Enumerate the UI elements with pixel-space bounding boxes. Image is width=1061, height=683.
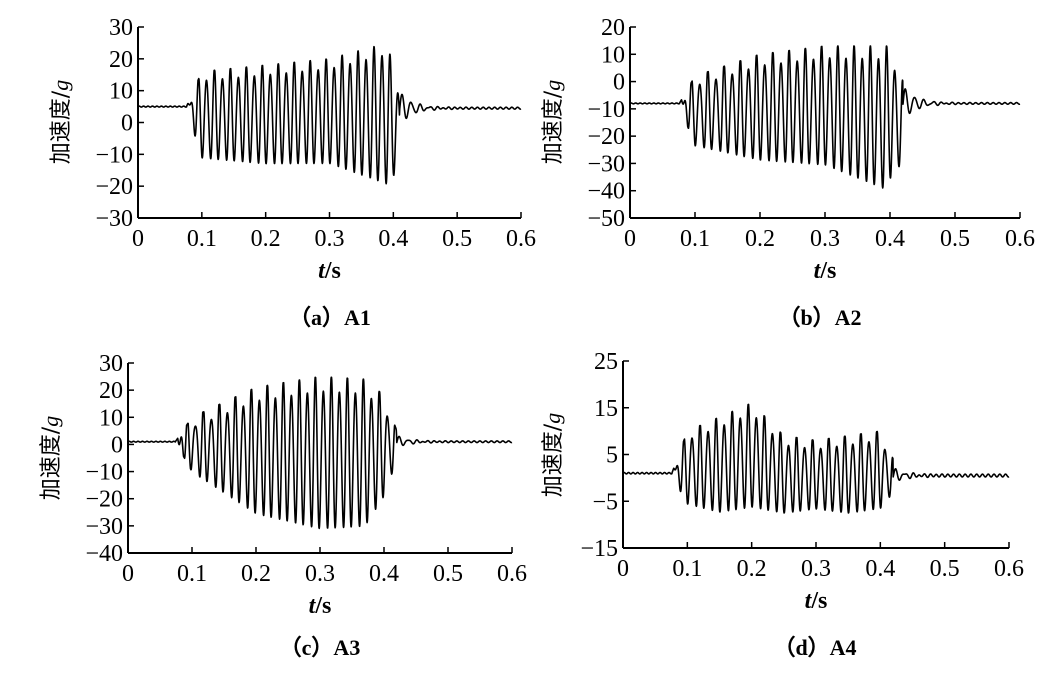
x-tick-label: 0.1: [177, 561, 207, 587]
y-axis-label: 加速度/g: [48, 80, 74, 164]
x-tick-label: 0: [617, 556, 629, 582]
y-axis-label: 加速度/g: [540, 413, 566, 497]
x-tick-label: 0: [624, 226, 636, 252]
y-tick-label: −15: [580, 536, 618, 562]
x-tick-label: 0.4: [865, 556, 895, 582]
y-tick-label: −5: [592, 489, 618, 515]
y-axis-label-main: 加速度/: [541, 423, 566, 497]
y-axis-label: 加速度/g: [38, 416, 64, 500]
y-tick-label: 5: [606, 443, 618, 469]
x-tick-label: 0.5: [940, 226, 970, 252]
y-tick-label: −20: [85, 487, 123, 513]
x-tick-label: 0.4: [875, 226, 905, 252]
y-tick-label: −10: [587, 97, 625, 123]
y-tick-label: −30: [85, 514, 123, 540]
y-axis-label-unit: g: [38, 416, 63, 427]
x-axis-label-var: t: [805, 588, 813, 614]
subplot-caption: （c）A3: [280, 635, 361, 660]
x-axis-label-var: t: [318, 258, 326, 284]
x-tick-label: 0.3: [810, 226, 840, 252]
y-tick-label: 10: [601, 42, 625, 68]
x-tick-label: 0.5: [442, 226, 472, 252]
y-axis-label-main: 加速度/: [39, 426, 64, 500]
y-tick-label: 20: [601, 15, 625, 41]
x-tick-label: 0.6: [1005, 226, 1035, 252]
x-tick-label: 0.3: [801, 556, 831, 582]
x-tick-label: 0.6: [506, 226, 536, 252]
x-axis-label-unit: /s: [314, 593, 331, 619]
subplot-caption: （a）A1: [289, 305, 371, 330]
x-tick-label: 0.4: [378, 226, 408, 252]
x-tick-label: 0.5: [433, 561, 463, 587]
x-tick-label: 0.1: [187, 226, 217, 252]
x-tick-label: 0.4: [369, 561, 399, 587]
x-tick-label: 0: [132, 226, 144, 252]
y-axis-label-main: 加速度/: [49, 90, 74, 164]
subplot-caption: （b）A2: [778, 305, 861, 330]
y-tick-label: 0: [111, 432, 123, 458]
x-axis-label-unit: /s: [810, 588, 827, 614]
x-tick-label: 0.6: [497, 561, 527, 587]
y-tick-label: 30: [99, 351, 123, 377]
y-axis-label: 加速度/g: [540, 80, 566, 164]
y-axis-label-main: 加速度/: [541, 90, 566, 164]
series-acceleration-trace: [629, 45, 1021, 189]
series-acceleration-trace: [127, 376, 513, 530]
y-tick-label: 15: [594, 396, 618, 422]
x-axis-label-var: t: [309, 593, 317, 619]
x-tick-label: 0.2: [251, 226, 281, 252]
x-tick-label: 0: [122, 561, 134, 587]
y-tick-label: −10: [85, 460, 123, 486]
x-tick-label: 0.2: [737, 556, 767, 582]
x-axis-label: t/s: [318, 258, 341, 284]
subplot-caption: （d）A4: [773, 635, 856, 660]
x-tick-label: 0.3: [305, 561, 335, 587]
y-axis-label-unit: g: [540, 413, 565, 424]
y-tick-label: −20: [95, 174, 133, 200]
y-tick-label: −40: [85, 541, 123, 567]
y-tick-label: −30: [95, 206, 133, 232]
x-axis-label-var: t: [814, 258, 822, 284]
y-axis-label-unit: g: [540, 80, 565, 91]
y-tick-label: 25: [594, 349, 618, 375]
y-tick-label: −20: [587, 124, 625, 150]
y-tick-label: −10: [95, 142, 133, 168]
y-tick-label: −30: [587, 151, 625, 177]
x-tick-label: 0.6: [994, 556, 1024, 582]
y-axis-label-unit: g: [48, 80, 73, 91]
y-tick-label: −40: [587, 179, 625, 205]
series-acceleration-trace: [137, 45, 522, 185]
y-tick-label: 0: [613, 70, 625, 96]
x-tick-label: 0.1: [680, 226, 710, 252]
x-axis-label-unit: /s: [324, 258, 341, 284]
x-axis-label-unit: /s: [819, 258, 836, 284]
y-tick-label: −50: [587, 206, 625, 232]
y-tick-label: 10: [109, 79, 133, 105]
y-tick-label: 20: [109, 47, 133, 73]
x-tick-label: 0.2: [241, 561, 271, 587]
y-tick-label: 10: [99, 405, 123, 431]
x-tick-label: 0.2: [745, 226, 775, 252]
x-tick-label: 0.3: [315, 226, 345, 252]
series-acceleration-trace: [622, 403, 1010, 514]
x-axis-label: t/s: [309, 593, 332, 619]
y-tick-label: 20: [99, 378, 123, 404]
x-tick-label: 0.5: [930, 556, 960, 582]
subplot-4: 25 15 5 −5 −150 0.1 0.2 0.3 0.4 0.5 0.6 加速度/g t/s （d）…: [540, 349, 1024, 660]
x-axis-label: t/s: [814, 258, 837, 284]
y-tick-label: 30: [109, 15, 133, 41]
y-tick-label: 0: [121, 111, 133, 137]
x-axis-label: t/s: [805, 588, 828, 614]
x-tick-label: 0.1: [672, 556, 702, 582]
